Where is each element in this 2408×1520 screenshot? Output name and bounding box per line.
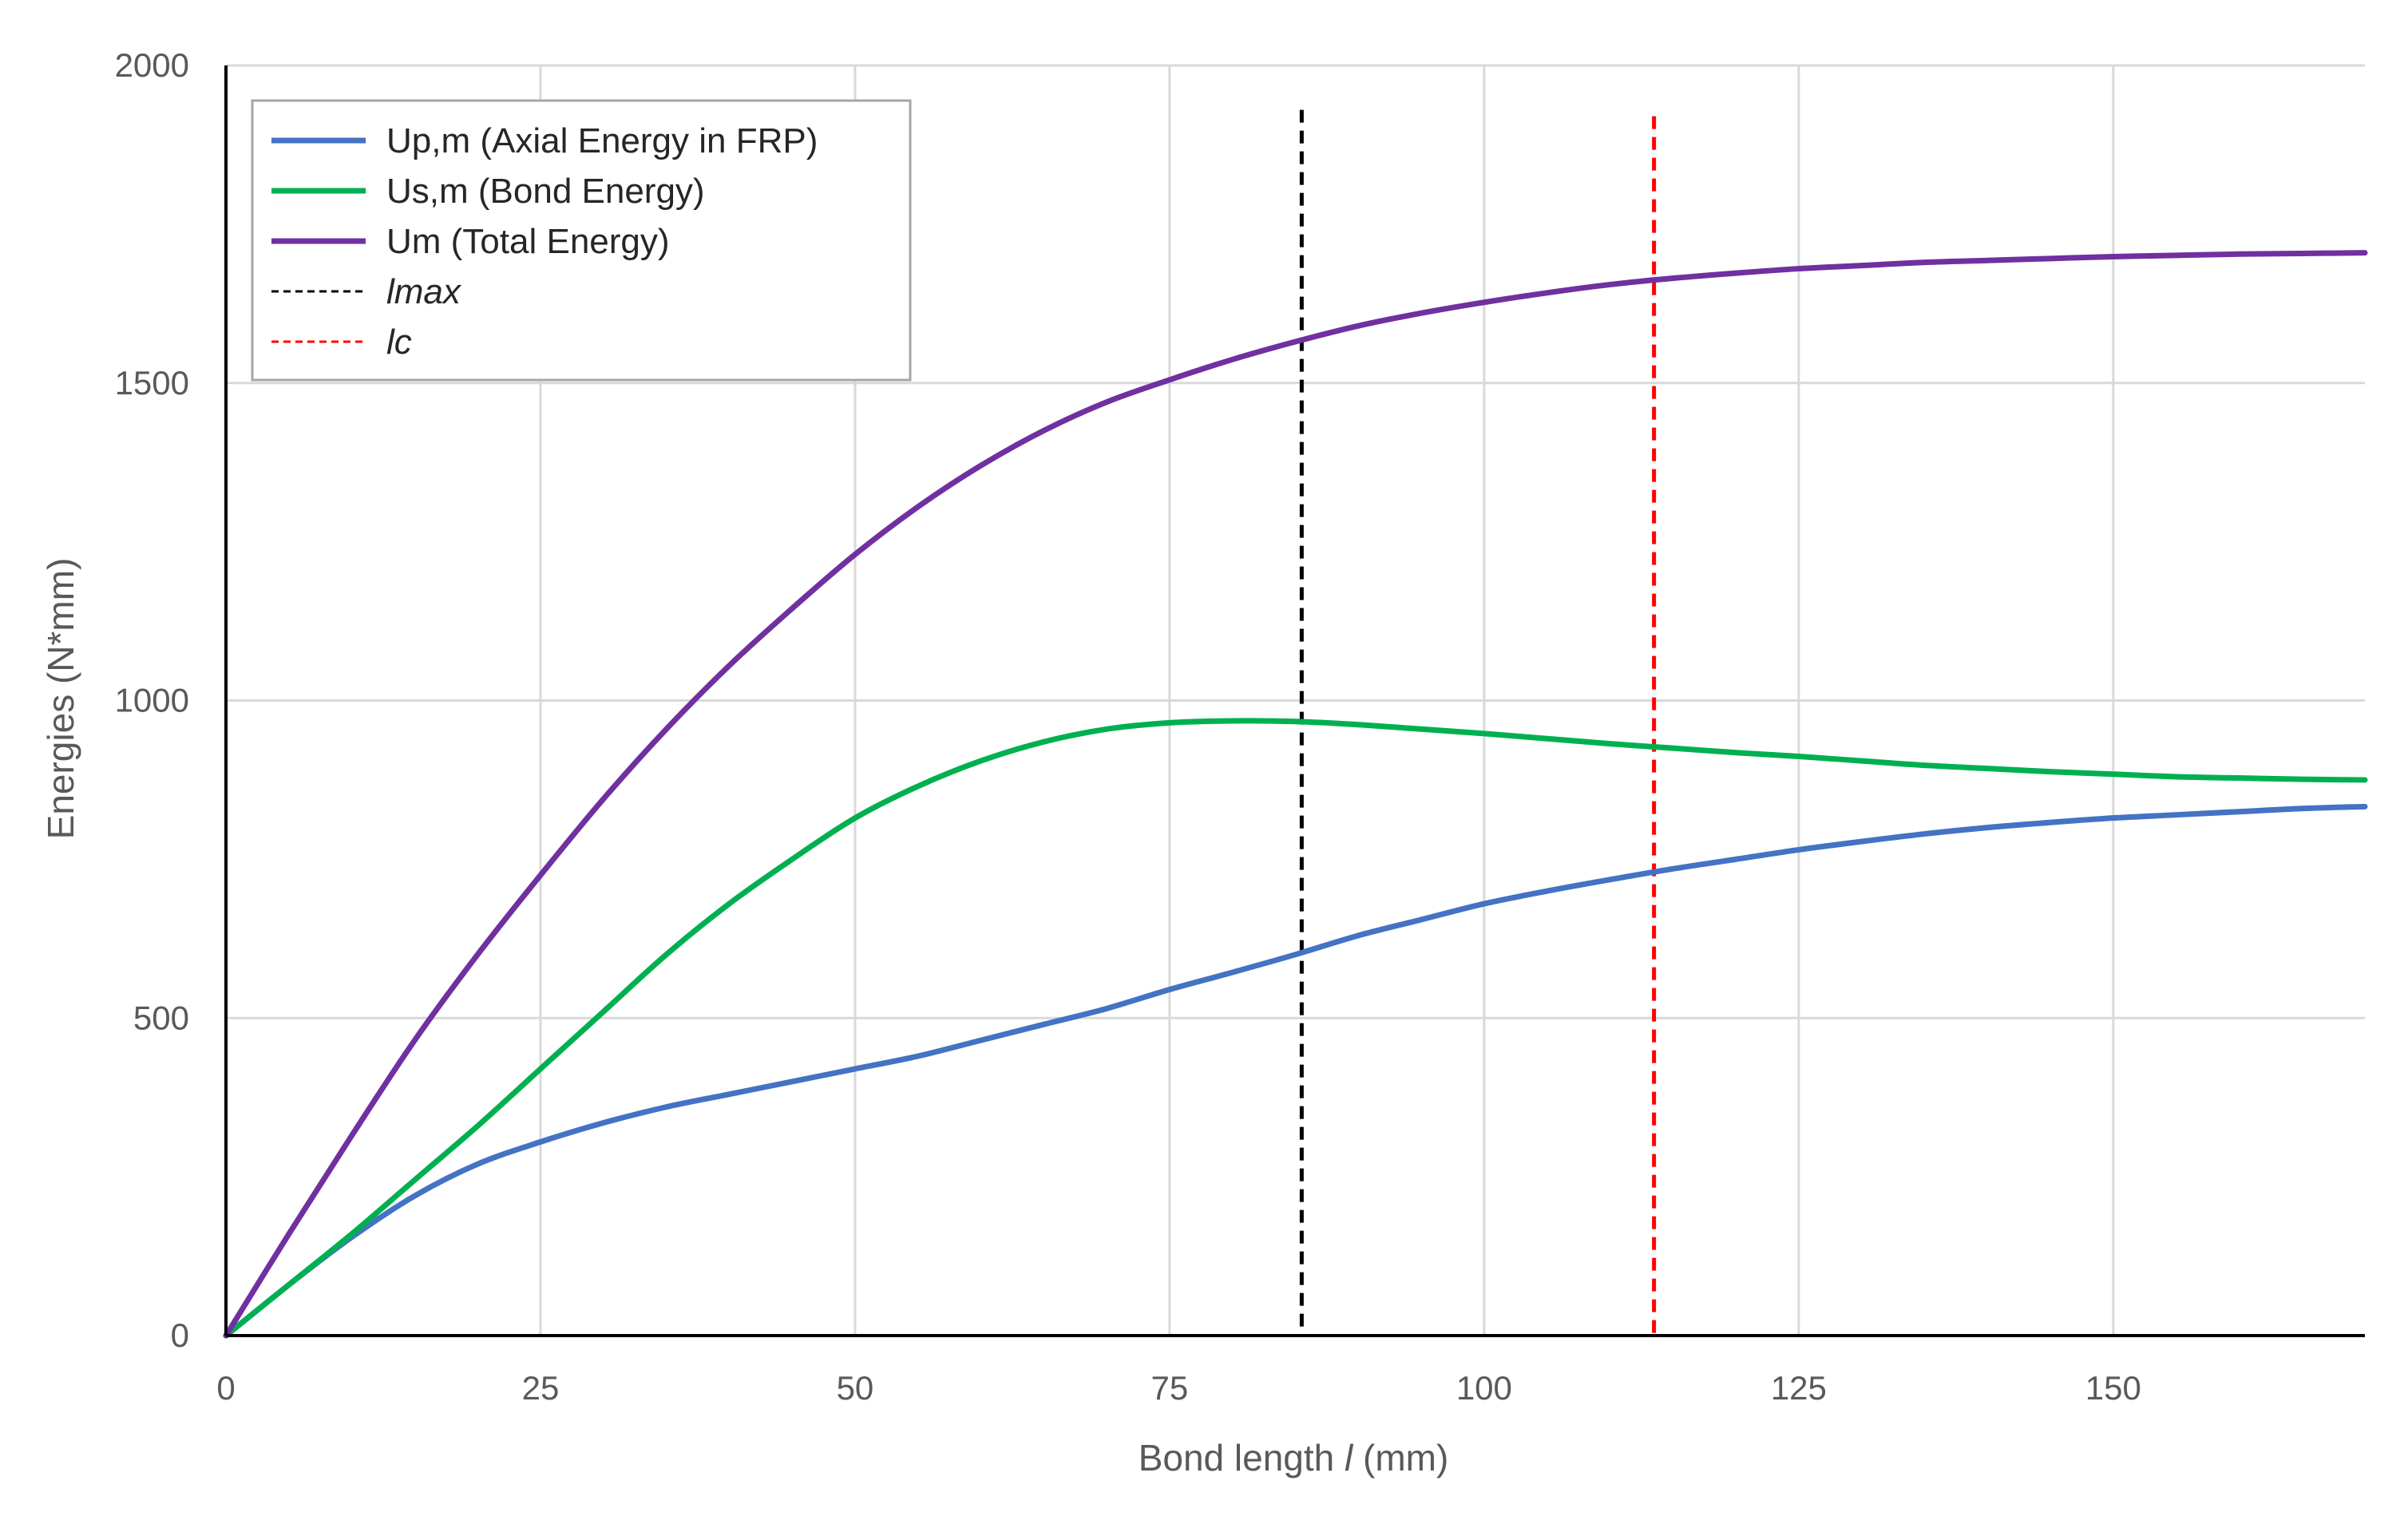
y-tick-label: 500 xyxy=(133,999,189,1036)
series-line-3 xyxy=(223,250,2368,1339)
y-tick-label: 1500 xyxy=(115,364,189,402)
x-axis-title: Bond length l (mm) xyxy=(1139,1437,1449,1478)
legend: Up,m (Axial Energy in FRP) Us,m (Bond Ene… xyxy=(251,99,912,382)
x-tick-label: 25 xyxy=(522,1369,560,1407)
x-tick-label: 0 xyxy=(216,1369,235,1407)
y-tick-label: 1000 xyxy=(115,682,189,719)
legend-entry: Up,m (Axial Energy in FRP) xyxy=(271,121,818,160)
tick-labels: 0 500 1000 1500 2000 0 25 50 75 100 125 150 xyxy=(115,46,2141,1407)
x-tick-label: 125 xyxy=(1771,1369,1827,1407)
y-axis-title: Energies (N*mm) xyxy=(40,558,81,840)
x-tick-label: 50 xyxy=(837,1369,874,1407)
x-tick-label: 75 xyxy=(1151,1369,1189,1407)
legend-entry: Um (Total Energy) xyxy=(271,222,670,261)
series-lines xyxy=(223,250,2368,1339)
x-axis-title-prefix: Bond length xyxy=(1139,1437,1345,1478)
x-axis-title-variable: l xyxy=(1345,1437,1354,1478)
legend-entry: lmax xyxy=(271,272,462,311)
legend-entry: lc xyxy=(271,323,412,362)
x-tick-label: 100 xyxy=(1456,1369,1512,1407)
series-line-1 xyxy=(223,803,2368,1339)
legend-label: lc xyxy=(386,323,412,362)
y-tick-label: 0 xyxy=(171,1316,189,1354)
series-line-2 xyxy=(223,718,2368,1339)
axes xyxy=(224,65,2365,1337)
x-tick-label: 150 xyxy=(2085,1369,2141,1407)
x-axis-title-unit: (mm) xyxy=(1353,1437,1448,1478)
legend-label: Up,m (Axial Energy in FRP) xyxy=(386,121,818,160)
legend-items: Up,m (Axial Energy in FRP) Us,m (Bond Ene… xyxy=(271,121,818,362)
legend-entry: Us,m (Bond Energy) xyxy=(271,172,705,211)
legend-label: Us,m (Bond Energy) xyxy=(386,172,705,211)
legend-label: lmax xyxy=(386,272,462,311)
y-tick-label: 2000 xyxy=(115,46,189,84)
legend-label: Um (Total Energy) xyxy=(386,222,670,261)
